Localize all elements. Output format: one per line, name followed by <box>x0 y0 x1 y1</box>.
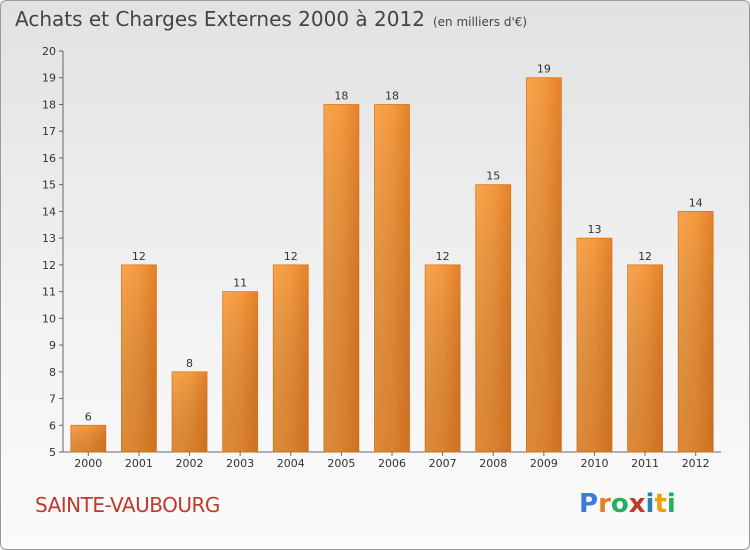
x-tick-label: 2003 <box>226 457 254 470</box>
logo-letter: P <box>579 489 599 519</box>
bar-group: 19 <box>525 63 562 453</box>
bar-value-label: 18 <box>385 89 399 102</box>
bar-group: 8 <box>171 357 208 453</box>
x-tick-label: 2008 <box>479 457 507 470</box>
x-tick-label: 2000 <box>74 457 102 470</box>
y-tick-label: 16 <box>42 152 56 165</box>
x-tick-label: 2010 <box>580 457 608 470</box>
x-tick-label: 2002 <box>176 457 204 470</box>
y-tick-label: 14 <box>42 205 56 218</box>
bar-shade <box>678 211 714 452</box>
bar-shade <box>273 264 309 452</box>
bar-shade <box>121 264 157 452</box>
y-tick-label: 8 <box>49 366 56 379</box>
bar-value-label: 6 <box>85 410 92 423</box>
axis-layer: 5 6 7 8 9 10 11 12 13 14 15 16 17 18 19 20 2000 2001 2002 2… <box>42 45 721 470</box>
bar-value-label: 12 <box>638 250 652 263</box>
bar-group: 12 <box>121 250 157 453</box>
x-tick-label: 2005 <box>327 457 355 470</box>
y-tick-label: 17 <box>42 125 56 138</box>
y-tick-label: 12 <box>42 259 56 272</box>
bar-value-label: 12 <box>284 250 298 263</box>
y-tick-label: 6 <box>49 419 56 432</box>
bar-value-label: 12 <box>436 250 450 263</box>
bar-layer: 6 12 8 11 12 18 18 12 15 19 13 12 14 <box>70 63 714 453</box>
logo-letter: x <box>628 489 646 519</box>
bar-shade <box>627 264 663 452</box>
bar-shade <box>526 77 562 452</box>
bar-value-label: 13 <box>587 223 601 236</box>
bar-shade <box>222 291 258 452</box>
y-tick-label: 19 <box>42 72 56 85</box>
x-tick-label: 2011 <box>631 457 659 470</box>
bar-shade <box>172 371 208 452</box>
y-tick-label: 11 <box>42 286 56 299</box>
x-tick-label: 2009 <box>530 457 558 470</box>
y-tick-label: 10 <box>42 312 56 325</box>
chart-title-text: Achats et Charges Externes 2000 à 2012 <box>15 7 425 31</box>
y-tick-label: 5 <box>49 446 56 459</box>
bar-group: 12 <box>424 250 461 453</box>
x-tick-label: 2004 <box>277 457 305 470</box>
bar-value-label: 18 <box>334 89 348 102</box>
x-tick-label: 2001 <box>125 457 153 470</box>
bar-group: 6 <box>70 410 107 453</box>
logo-letter: t <box>654 489 667 519</box>
bar-group: 12 <box>627 250 663 453</box>
bar-value-label: 14 <box>689 196 703 209</box>
x-tick-label: 2012 <box>682 457 710 470</box>
bar-group: 13 <box>576 223 613 453</box>
logo-letter: i <box>666 489 676 519</box>
y-tick-label: 18 <box>42 98 56 111</box>
x-tick-label: 2007 <box>429 457 457 470</box>
bar-shade <box>323 104 359 452</box>
bar-shade <box>374 104 410 452</box>
logo-letter: o <box>610 489 629 519</box>
bar-group: 15 <box>475 170 512 453</box>
chart-subtitle: (en milliers d'€) <box>432 15 528 29</box>
bar-value-label: 11 <box>233 277 247 290</box>
y-tick-label: 7 <box>49 393 56 406</box>
logo-letter: r <box>598 489 611 519</box>
y-tick-label: 20 <box>42 45 56 58</box>
bar-value-label: 19 <box>537 63 551 76</box>
proxiti-logo[interactable]: Proxiti <box>579 489 676 519</box>
chart-title: Achats et Charges Externes 2000 à 2012 (e… <box>15 7 527 31</box>
bar-value-label: 12 <box>132 250 146 263</box>
bar-value-label: 15 <box>486 170 500 183</box>
town-name: SAINTE-VAUBOURG <box>35 493 220 517</box>
bar-group: 18 <box>374 89 410 453</box>
bar-value-label: 8 <box>186 357 193 370</box>
bar-group: 18 <box>323 89 360 453</box>
bar-group: 14 <box>677 196 714 453</box>
bar-shade <box>475 184 511 452</box>
y-tick-label: 9 <box>49 339 56 352</box>
x-tick-label: 2006 <box>378 457 406 470</box>
bar-group: 11 <box>222 277 259 453</box>
bar-shade <box>70 425 106 452</box>
y-tick-label: 15 <box>42 179 56 192</box>
bar-shade <box>576 238 612 452</box>
y-tick-label: 13 <box>42 232 56 245</box>
bar-group: 12 <box>272 250 309 453</box>
bar-shade <box>425 264 461 452</box>
logo-letter: i <box>645 489 655 519</box>
